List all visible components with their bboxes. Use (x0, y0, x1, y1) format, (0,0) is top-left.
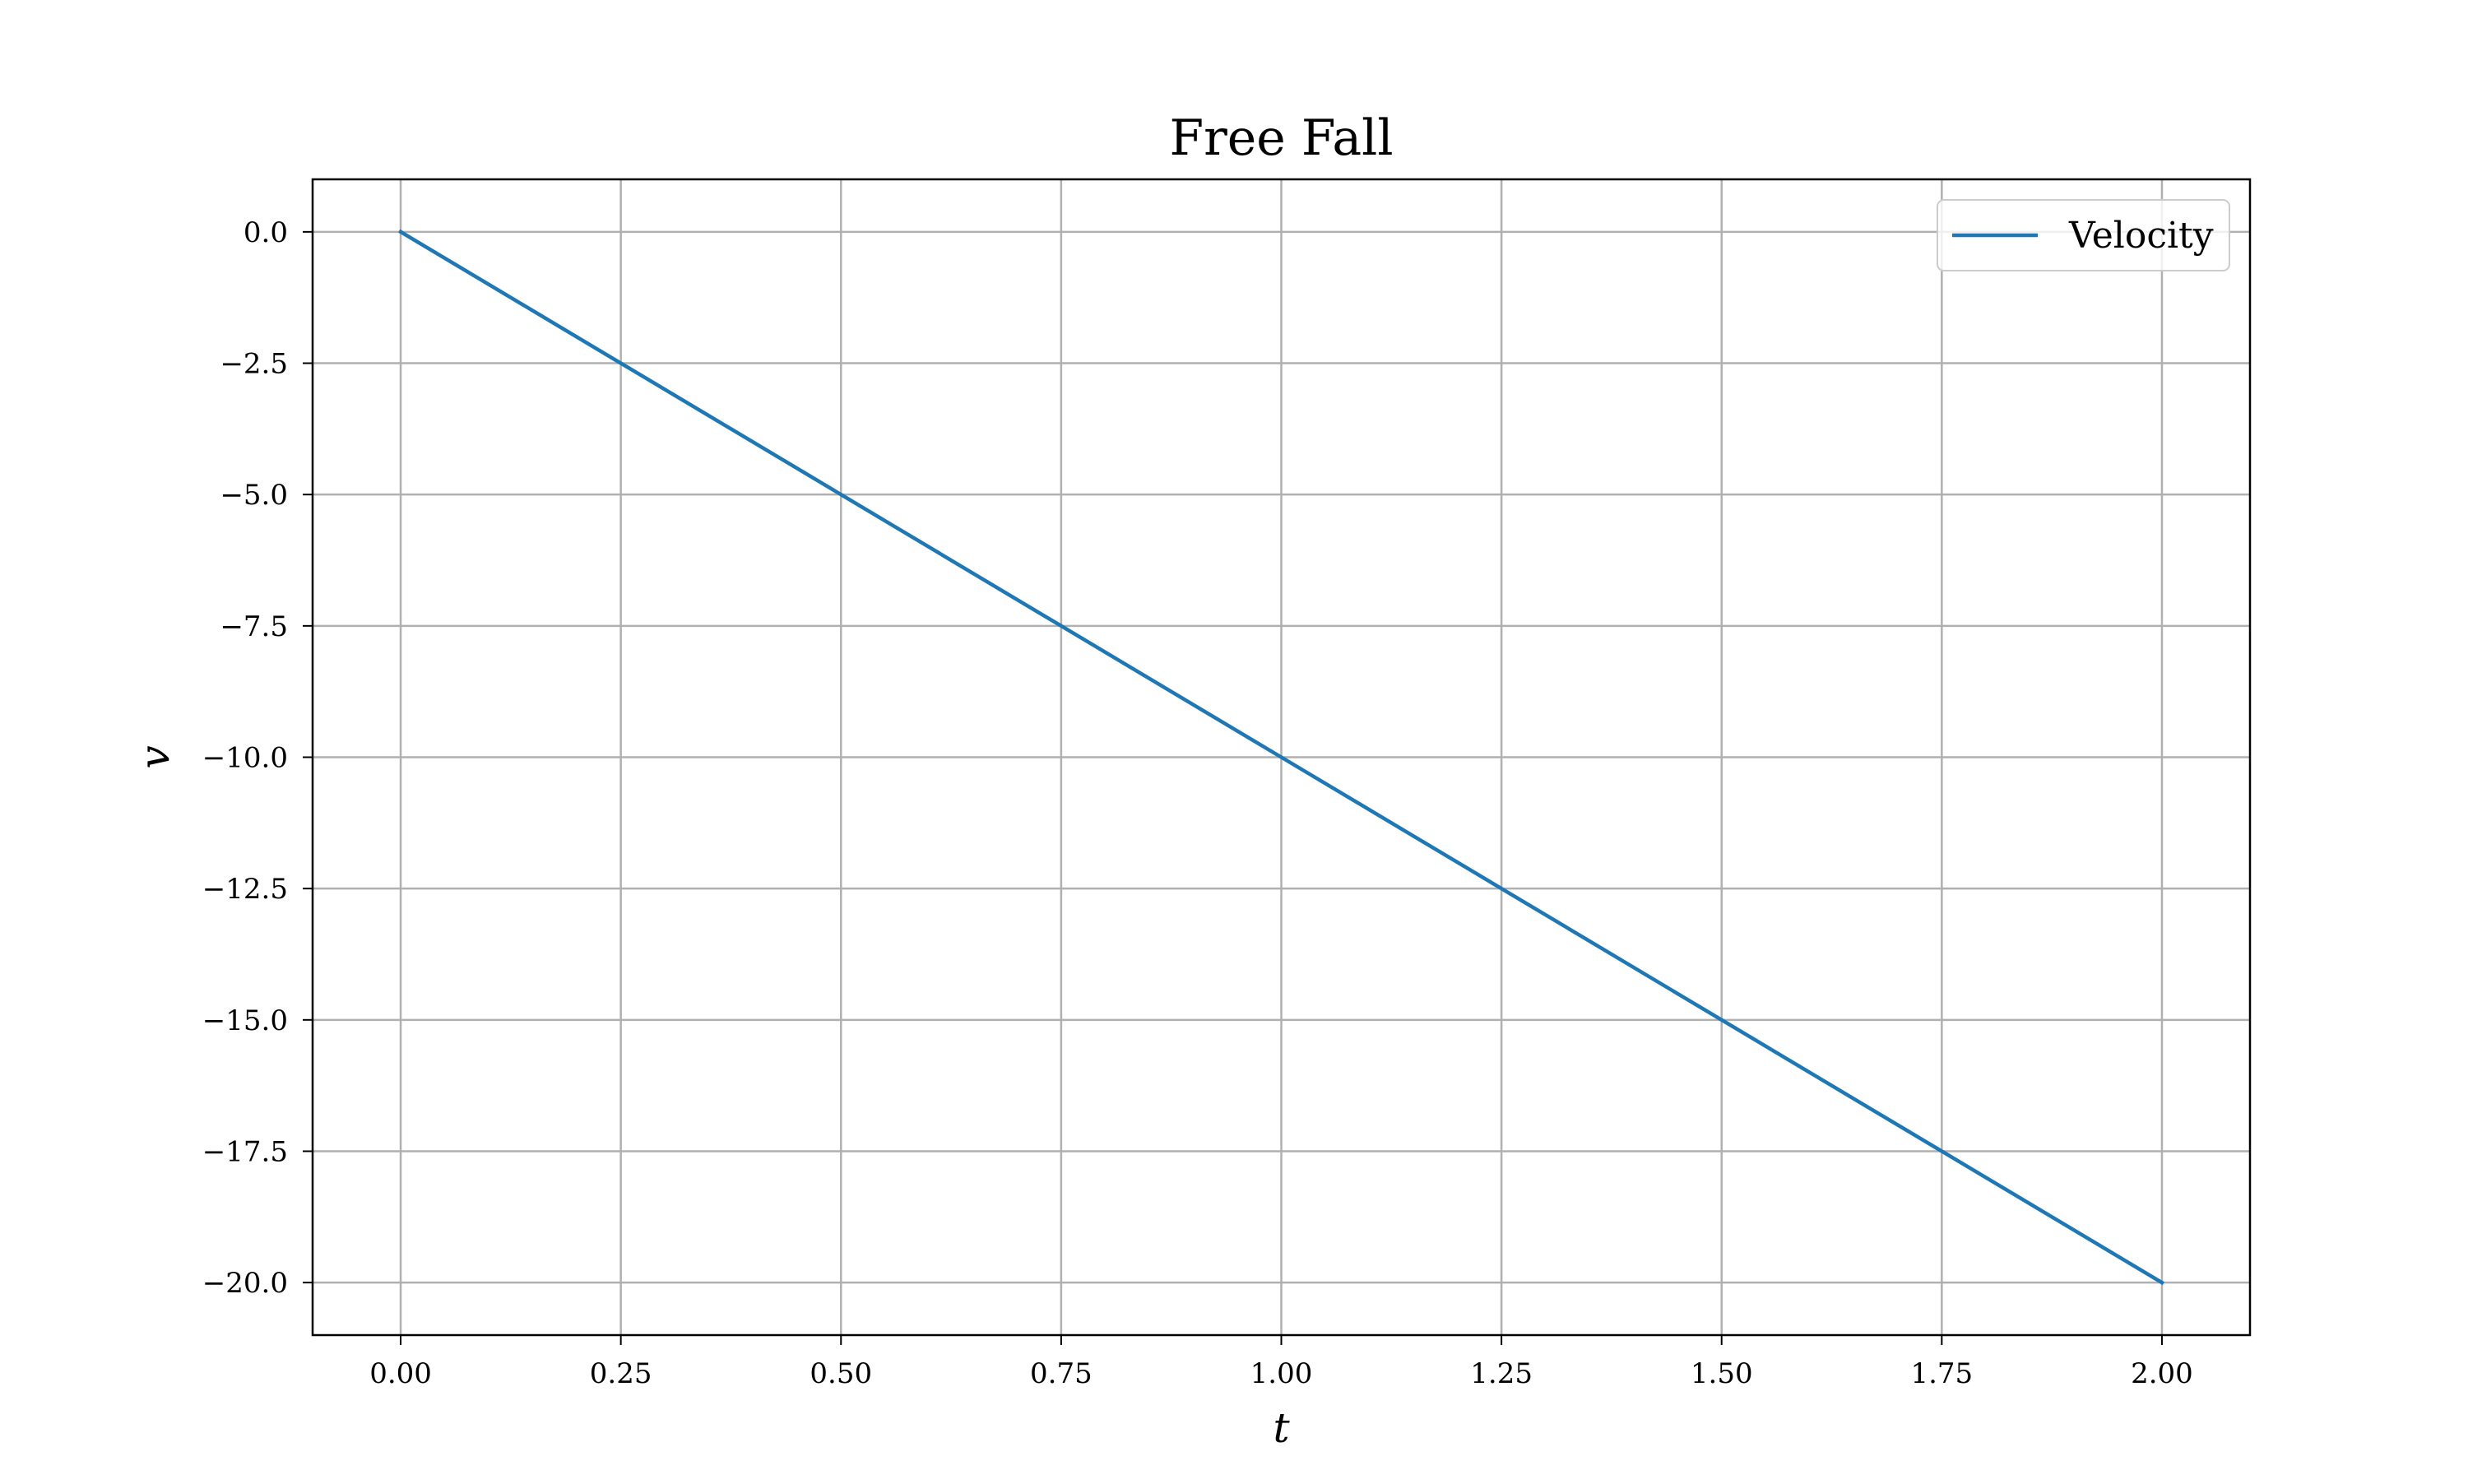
x-tick-label: 1.00 (1250, 1357, 1313, 1390)
y-tick-label: −12.5 (202, 873, 288, 906)
x-tick-label: 1.75 (1910, 1357, 1973, 1390)
ticks: 0.00 0.25 0.50 0.75 1.00 1.25 1.50 1.75 2.00 0.0 −… (202, 216, 2193, 1390)
x-tick-label: 1.50 (1691, 1357, 1753, 1390)
legend-box (1937, 199, 2230, 271)
x-tick-label: 0.50 (810, 1357, 872, 1390)
y-tick-label: −7.5 (220, 610, 288, 643)
y-tick-label: −20.0 (202, 1267, 288, 1300)
x-axis-label: t (1273, 1404, 1290, 1452)
series-line-velocity (397, 229, 2165, 1286)
y-tick-label: −2.5 (220, 348, 288, 381)
x-tick-label: 2.00 (2131, 1357, 2193, 1390)
x-tick-label: 0.25 (590, 1357, 652, 1390)
x-tick-label: 0.00 (369, 1357, 432, 1390)
y-tick-label: −17.5 (202, 1135, 288, 1168)
series-layer (397, 229, 2165, 1286)
y-tick-label: −10.0 (202, 742, 288, 775)
legend-label-velocity: Velocity (2068, 215, 2214, 257)
legend: Velocity (1937, 199, 2230, 271)
x-tick-label: 1.25 (1470, 1357, 1533, 1390)
x-tick-label: 0.75 (1030, 1357, 1093, 1390)
y-tick-label: 0.0 (244, 216, 288, 249)
chart-title: Free Fall (1169, 109, 1393, 167)
y-tick-label: −15.0 (202, 1004, 288, 1037)
y-tick-label: −5.0 (220, 479, 288, 512)
y-axis-label: v (131, 745, 179, 768)
